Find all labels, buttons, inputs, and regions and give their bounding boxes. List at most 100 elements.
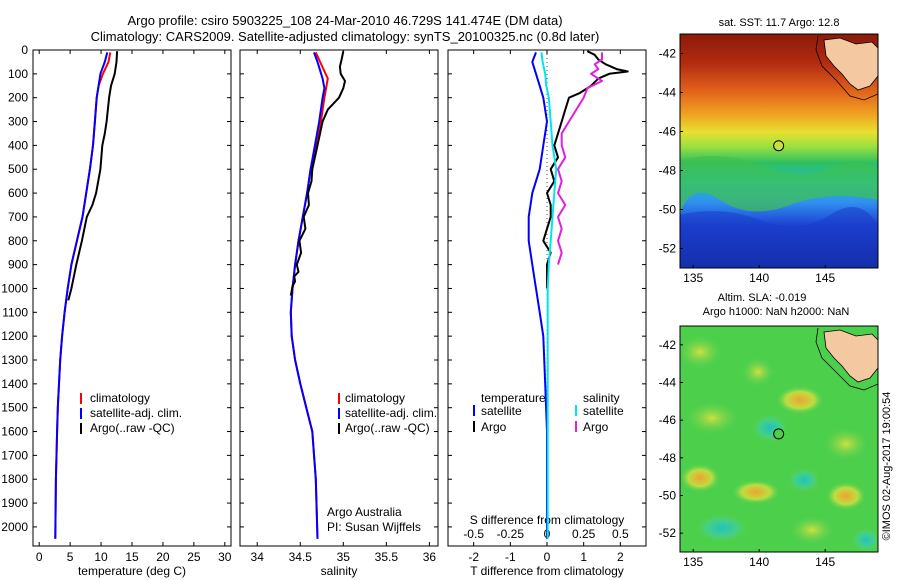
tasmania-land — [823, 37, 878, 91]
series-line — [542, 50, 629, 289]
x-tick-label: 35 — [337, 550, 351, 564]
legend-title-temperature: temperature — [481, 391, 546, 405]
x-tick-label: 20 — [156, 550, 170, 564]
y-tick-label: 1500 — [1, 401, 28, 415]
map-y-tick-label: -44 — [659, 376, 677, 390]
map-x-tick-label: 140 — [749, 271, 769, 285]
annotation-argo-australia: Argo Australia — [327, 505, 402, 519]
map-x-tick-label: 140 — [749, 555, 769, 569]
salinity-x-axis: 34 34.5 35 35.5 36 — [251, 50, 437, 564]
map-y-tick-label: -50 — [659, 203, 677, 217]
y-tick-label: 700 — [8, 210, 28, 224]
temperature-legend: climatology satellite-adj. clim. Argo(..… — [80, 391, 182, 435]
y-tick-label: 300 — [8, 115, 28, 129]
map-y-tick-label: -52 — [659, 242, 677, 256]
series-line — [289, 52, 326, 539]
figure-title-line1: Argo profile: csiro 5903225_108 24-Mar-2… — [127, 13, 562, 28]
legend-label-climatology: climatology — [90, 391, 150, 405]
temperature-x-label: temperature (deg C) — [78, 564, 186, 578]
difference-x-label: T difference from climatology — [470, 564, 624, 578]
x-tick-label: 34.5 — [289, 550, 313, 564]
sla-argo-marker — [773, 428, 785, 440]
sla-blob — [680, 336, 722, 368]
figure-title-line2: Climatology: CARS2009. Satellite-adjuste… — [91, 29, 600, 44]
legend-title-salinity: salinity — [583, 391, 620, 405]
y-tick-label: 1700 — [1, 448, 28, 462]
depth-axis: 0 100 200 300 400 500 600 700 800 900 1000 1100 1200… — [1, 43, 646, 534]
map-y-tick-label: -50 — [659, 489, 677, 503]
salinity-legend: climatology satellite-adj. clim. Argo(..… — [338, 391, 437, 435]
y-tick-label: 1200 — [1, 329, 28, 343]
y-tick-label: 1800 — [1, 472, 28, 486]
map-y-tick-label: -52 — [659, 526, 677, 540]
series-line — [54, 52, 109, 539]
x-tick-label-secondary: 0.5 — [612, 527, 629, 541]
sla-blob — [680, 464, 720, 492]
map-y-tick-label: -44 — [659, 86, 677, 100]
x-tick-label: 0 — [544, 550, 551, 564]
y-tick-label: 1900 — [1, 496, 28, 510]
y-tick-label: 1300 — [1, 353, 28, 367]
series-line — [527, 52, 548, 539]
sst-map-title: sat. SST: 11.7 Argo: 12.8 — [719, 17, 840, 29]
y-tick-label: 800 — [8, 234, 28, 248]
series-line — [289, 50, 346, 296]
map-y-tick-label: -42 — [659, 338, 677, 352]
y-tick-label: 400 — [8, 138, 28, 152]
sla-map-axes: 135 140 145 -42 -44 -46 -48 -50 -52 — [659, 338, 836, 569]
x-tick-label: 2 — [617, 550, 624, 564]
map-y-tick-label: -46 — [659, 125, 677, 139]
temperature-panel-frame — [32, 49, 232, 547]
sla-blob — [696, 514, 748, 542]
y-tick-label: 900 — [8, 258, 28, 272]
sla-blob — [752, 414, 788, 442]
sla-blob — [686, 402, 738, 434]
legend-label-t-satellite: satellite — [481, 404, 522, 418]
x-tick-label-secondary: 0.25 — [572, 527, 596, 541]
salinity-lines — [289, 50, 346, 539]
y-tick-label: 1100 — [2, 305, 28, 319]
x-tick-label-secondary: -0.25 — [497, 527, 525, 541]
sla-blob — [826, 482, 866, 510]
y-tick-label: 500 — [8, 162, 28, 176]
y-tick-label: 1000 — [1, 281, 28, 295]
sla-map — [680, 326, 878, 552]
legend-label-t-argo: Argo — [481, 420, 507, 434]
x-tick-label: -2 — [468, 550, 479, 564]
x-tick-label: 25 — [187, 550, 201, 564]
map-y-tick-label: -42 — [659, 47, 677, 61]
sla-blob — [824, 428, 868, 460]
legend-label-climatology: climatology — [345, 391, 405, 405]
tasmania-land — [823, 329, 878, 383]
legend-label-satellite: satellite-adj. clim. — [90, 406, 182, 420]
series-line — [540, 52, 558, 539]
y-tick-label: 600 — [8, 186, 28, 200]
salinity-panel-frame — [239, 49, 439, 547]
sst-map-axes: 135 140 145 -42 -44 -46 -48 -50 -52 — [659, 47, 836, 286]
x-tick-label: 10 — [94, 550, 108, 564]
temperature-lines — [54, 51, 119, 539]
salinity-x-label: salinity — [321, 564, 358, 578]
y-tick-label: 100 — [8, 67, 28, 81]
x-tick-label-secondary: -0.5 — [463, 527, 484, 541]
y-tick-label: 1600 — [1, 425, 28, 439]
x-tick-label: 30 — [218, 550, 232, 564]
shelf-contour — [815, 35, 878, 101]
sla-blob — [732, 480, 780, 504]
sla-blob — [776, 386, 824, 414]
y-tick-label: 200 — [8, 91, 28, 105]
map-x-tick-label: 135 — [683, 271, 703, 285]
x-tick-label: 36 — [423, 550, 437, 564]
temperature-x-axis: 0 5 10 15 20 25 30 — [36, 50, 232, 564]
x-tick-label: 5 — [67, 550, 74, 564]
y-tick-label: 2000 — [1, 520, 28, 534]
shelf-contour — [815, 327, 878, 391]
legend-label-s-argo: Argo — [583, 420, 609, 434]
x-tick-label: 0 — [36, 550, 43, 564]
legend-label-argo: Argo(..raw -QC) — [90, 421, 175, 435]
x-tick-label: 34 — [251, 550, 265, 564]
sst-warm-tongue — [680, 156, 878, 215]
sla-blob — [852, 528, 878, 552]
map-y-tick-label: -48 — [659, 164, 677, 178]
